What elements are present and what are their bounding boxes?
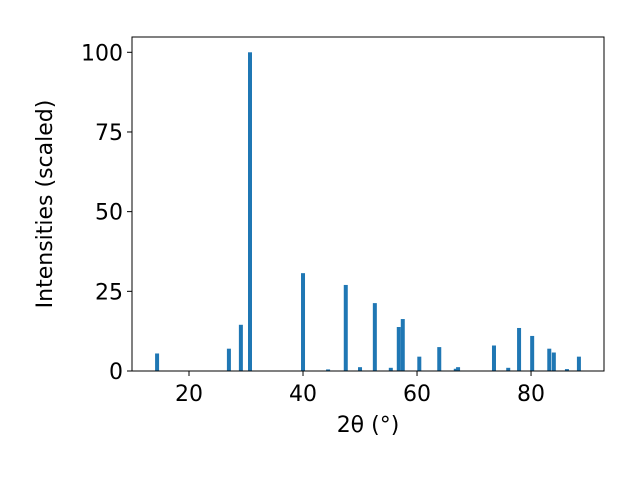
- bar: [248, 52, 252, 372]
- x-tick-label: 40: [289, 382, 317, 407]
- plot-frame: [131, 36, 605, 372]
- bar: [301, 273, 306, 371]
- y-tick-label: 25: [95, 280, 123, 305]
- bar: [417, 356, 422, 371]
- y-tick-label: 50: [95, 201, 123, 226]
- bar: [453, 368, 458, 371]
- bar: [358, 367, 363, 371]
- bar: [238, 324, 243, 371]
- bar: [506, 367, 511, 371]
- bar: [388, 367, 393, 371]
- x-axis-label: 2θ (°): [337, 413, 400, 438]
- bar: [456, 367, 461, 371]
- bar: [372, 303, 377, 371]
- bar: [226, 348, 231, 371]
- bar: [576, 356, 581, 371]
- bar: [396, 327, 401, 371]
- y-tick-label: 100: [81, 41, 123, 66]
- y-tick-label: 0: [109, 360, 123, 385]
- bar: [530, 335, 535, 371]
- bar: [400, 319, 405, 371]
- x-tick-label: 60: [403, 382, 431, 407]
- x-tick-label: 80: [517, 382, 545, 407]
- bar: [437, 347, 442, 371]
- y-tick-label: 75: [95, 121, 123, 146]
- x-tick-label: 20: [175, 382, 203, 407]
- bar: [551, 352, 556, 371]
- bar: [491, 345, 496, 371]
- y-axis-label: Intensities (scaled): [33, 100, 58, 309]
- bar: [564, 369, 569, 371]
- bar: [547, 348, 552, 371]
- bar: [155, 353, 160, 371]
- bar: [343, 284, 348, 371]
- bar: [326, 369, 331, 371]
- bar: [517, 327, 522, 371]
